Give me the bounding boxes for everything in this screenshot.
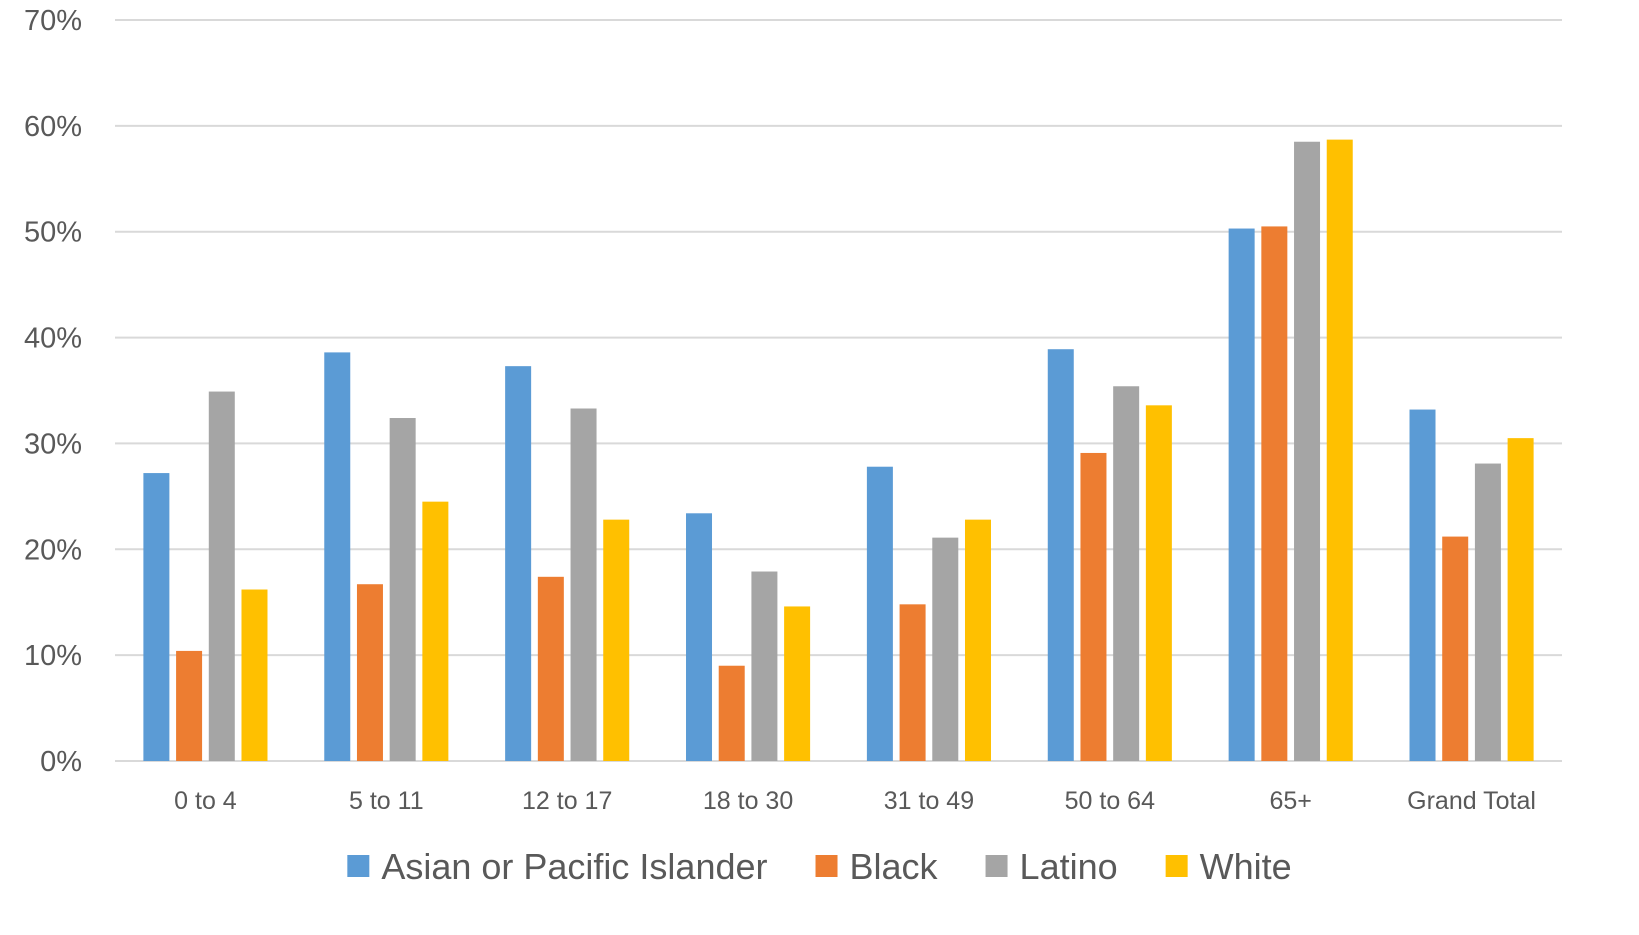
- bar-white-1: [422, 501, 449, 761]
- bar-black-2: [537, 576, 564, 761]
- bar-latino-1: [389, 418, 416, 761]
- x-tick-label: 65+: [1269, 787, 1311, 815]
- bar-white-0: [241, 589, 268, 761]
- legend-label: Black: [850, 846, 939, 887]
- y-tick-label: 70%: [24, 5, 82, 37]
- legend-item-latino: Latino: [985, 846, 1118, 887]
- bar-latino-4: [932, 537, 959, 761]
- y-axis-ticks: 0% 10% 20% 30% 40% 50% 60% 70%: [24, 5, 82, 778]
- bar-asian-or-pacific-islander-5: [1047, 349, 1074, 761]
- bar-asian-or-pacific-islander-3: [686, 513, 713, 761]
- x-tick-label: 12 to 17: [522, 787, 612, 815]
- legend-swatch: [815, 855, 838, 877]
- bar-black-0: [176, 650, 203, 761]
- bar-black-3: [718, 665, 745, 761]
- bar-white-4: [964, 519, 991, 761]
- x-tick-label: 50 to 64: [1065, 787, 1155, 815]
- bar-white-5: [1145, 405, 1172, 761]
- x-tick-label: Grand Total: [1407, 787, 1536, 815]
- bar-asian-or-pacific-islander-0: [143, 473, 170, 761]
- bar-black-1: [356, 584, 383, 761]
- legend-label: Latino: [1020, 846, 1118, 887]
- bar-black-6: [1261, 226, 1288, 761]
- legend-label: Asian or Pacific Islander: [381, 846, 767, 887]
- legend-swatch: [985, 855, 1008, 877]
- bar-black-4: [899, 604, 926, 761]
- x-axis-ticks: 0 to 4 5 to 11 12 to 17 18 to 30 31 to 49 50 …: [174, 787, 1536, 815]
- bar-white-6: [1326, 139, 1353, 761]
- bar-asian-or-pacific-islander-4: [866, 466, 893, 761]
- y-tick-label: 40%: [24, 323, 82, 355]
- bar-asian-or-pacific-islander-2: [505, 366, 532, 761]
- legend-item-black: Black: [815, 846, 939, 887]
- bar-white-7: [1507, 438, 1534, 761]
- legend-item-white: White: [1165, 846, 1292, 887]
- x-tick-label: 5 to 11: [349, 787, 424, 815]
- y-tick-label: 0%: [40, 746, 82, 778]
- bars: [143, 139, 1534, 761]
- legend-label: White: [1200, 846, 1292, 887]
- bar-white-2: [603, 519, 630, 761]
- y-tick-label: 30%: [24, 428, 82, 460]
- bar-asian-or-pacific-islander-1: [324, 352, 351, 761]
- legend-item-asian-or-pacific-islander: Asian or Pacific Islander: [347, 846, 768, 887]
- gridlines: [115, 19, 1562, 762]
- bar-latino-5: [1113, 386, 1140, 761]
- bar-latino-0: [208, 391, 235, 761]
- bar-asian-or-pacific-islander-7: [1409, 409, 1436, 761]
- y-tick-label: 10%: [24, 640, 82, 672]
- y-tick-label: 50%: [24, 217, 82, 249]
- legend: Asian or Pacific Islander Black Latino Whit…: [347, 846, 1292, 887]
- legend-swatch: [347, 855, 370, 877]
- bar-black-5: [1080, 452, 1107, 761]
- bar-latino-6: [1294, 141, 1321, 761]
- bar-latino-3: [751, 571, 778, 761]
- x-tick-label: 31 to 49: [884, 787, 974, 815]
- x-tick-label: 0 to 4: [174, 787, 237, 815]
- bar-latino-7: [1474, 463, 1501, 761]
- bar-white-3: [784, 606, 811, 761]
- y-tick-label: 20%: [24, 534, 82, 566]
- x-tick-label: 18 to 30: [703, 787, 793, 815]
- bar-black-7: [1442, 536, 1469, 761]
- bar-asian-or-pacific-islander-6: [1228, 228, 1255, 761]
- y-tick-label: 60%: [24, 111, 82, 143]
- legend-swatch: [1165, 855, 1188, 877]
- bar-latino-2: [570, 408, 597, 761]
